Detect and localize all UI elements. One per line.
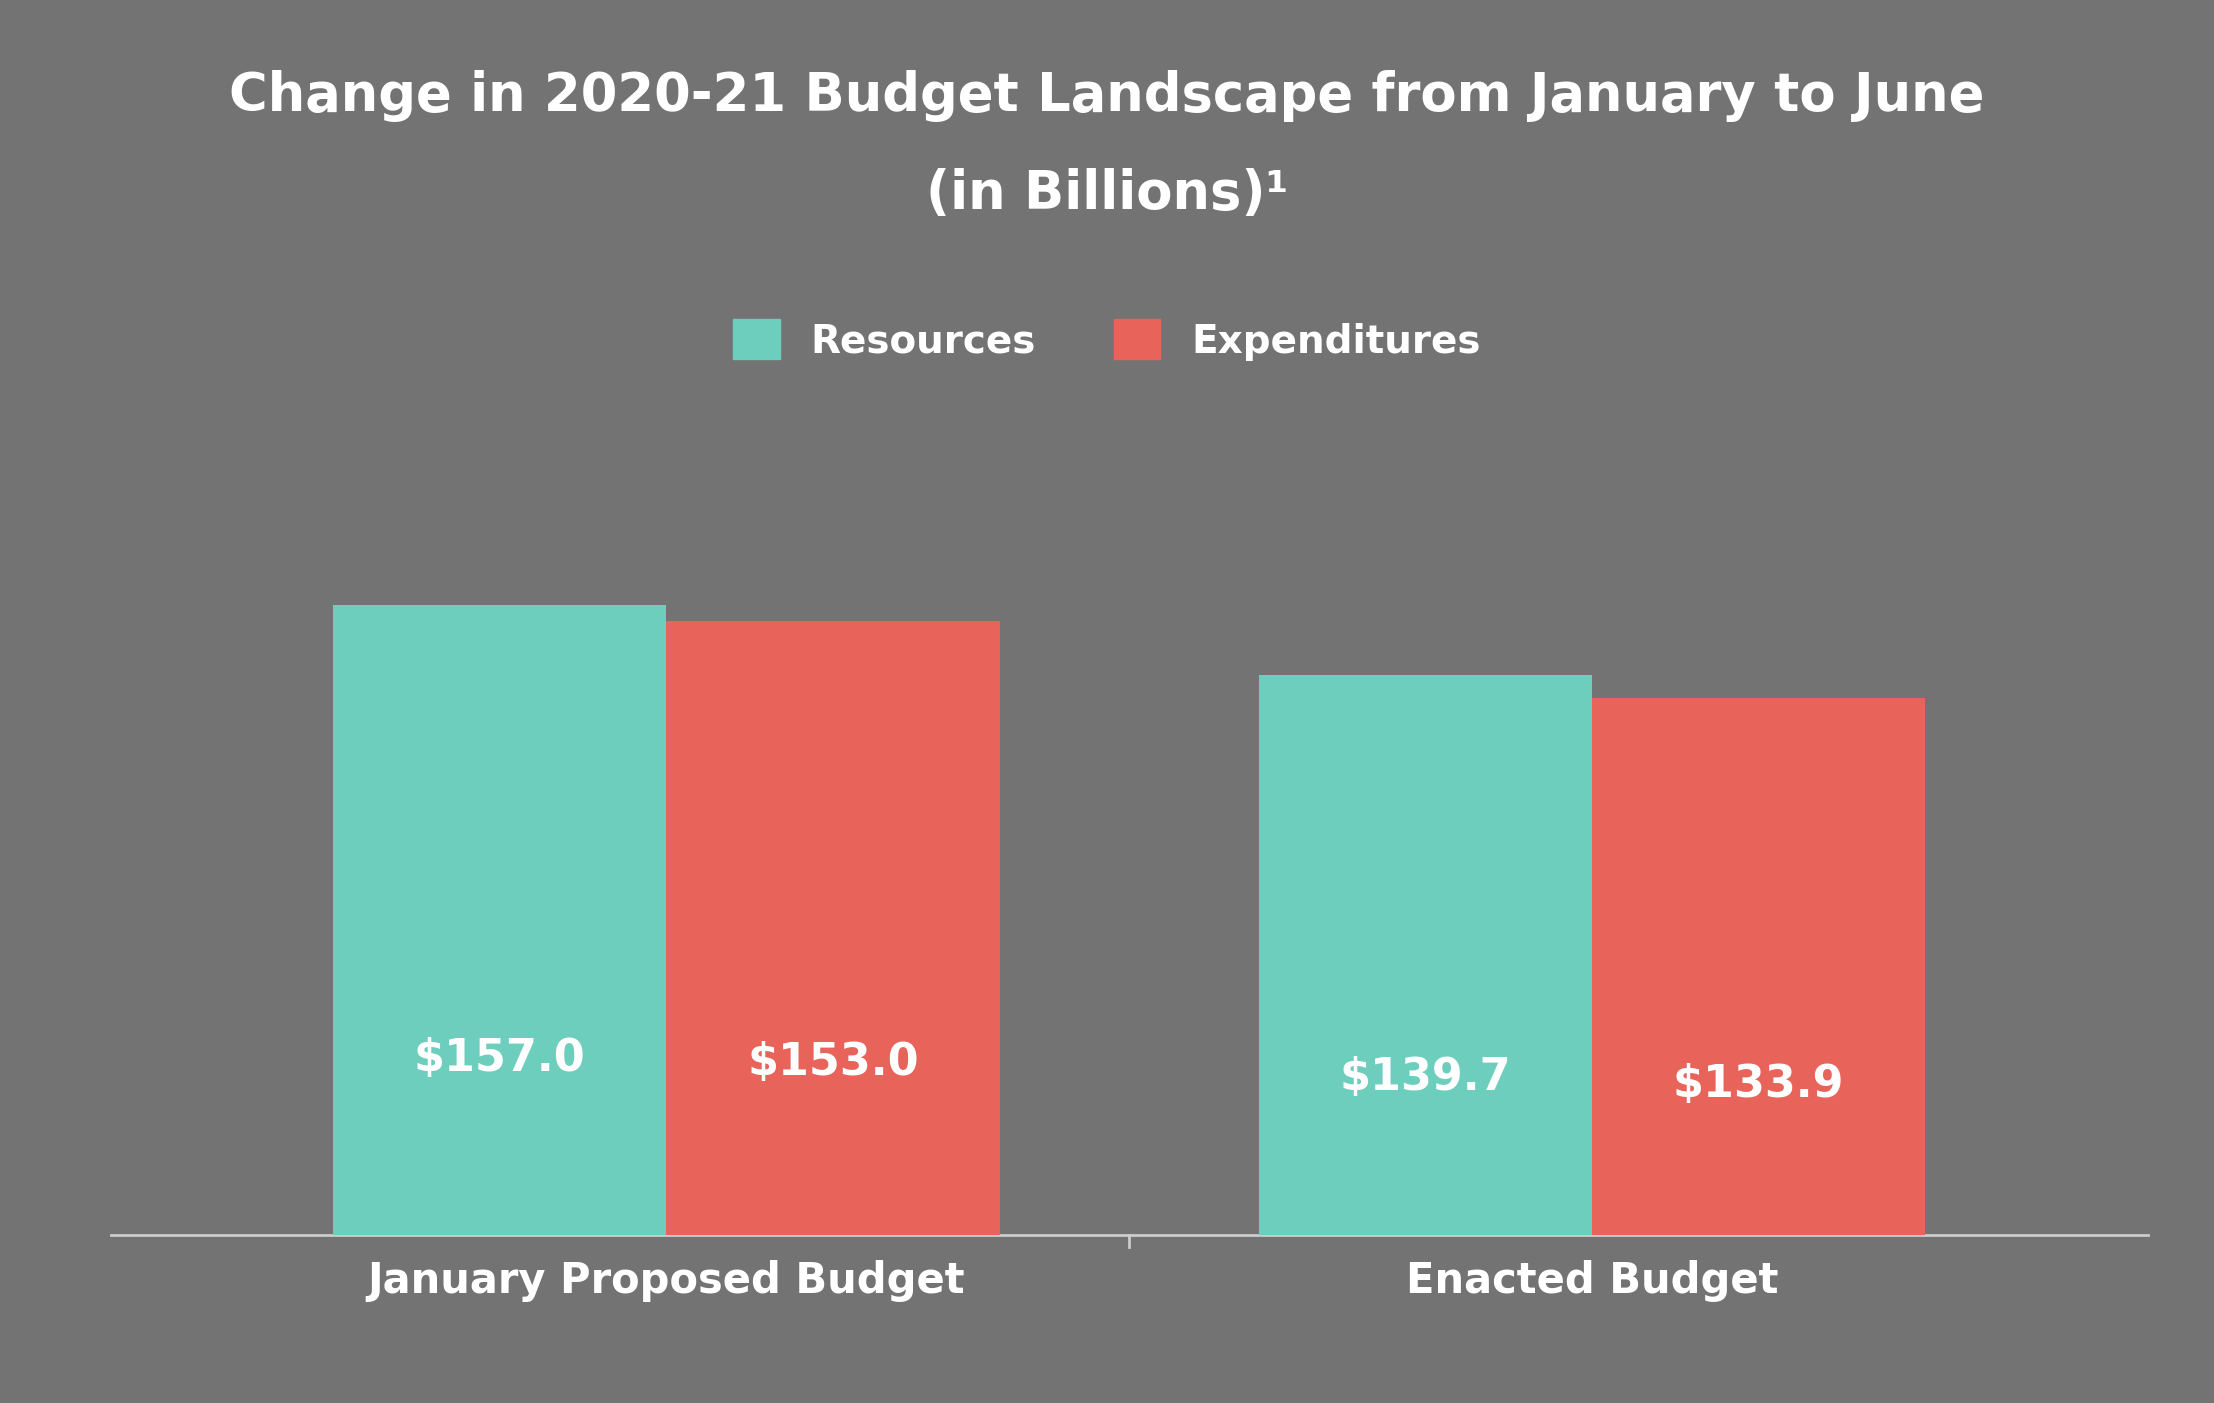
Bar	[1260, 675, 1592, 1235]
Text: $153.0: $153.0	[746, 1041, 919, 1085]
Bar	[332, 605, 666, 1235]
Text: $133.9: $133.9	[1674, 1063, 1844, 1106]
Text: $157.0: $157.0	[414, 1037, 584, 1080]
Legend: Resources, Expenditures: Resources, Expenditures	[713, 300, 1501, 380]
Text: Change in 2020-21 Budget Landscape from January to June: Change in 2020-21 Budget Landscape from …	[230, 70, 1984, 122]
Bar	[666, 622, 999, 1235]
Text: $139.7: $139.7	[1339, 1056, 1512, 1100]
Bar	[1592, 697, 1926, 1235]
Text: (in Billions)¹: (in Billions)¹	[925, 168, 1289, 220]
